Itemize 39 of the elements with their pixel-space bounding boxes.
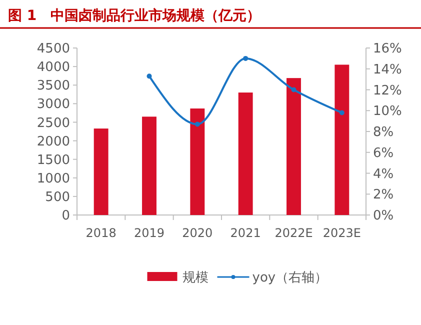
- bar: [94, 128, 108, 215]
- y2-tick-label: 2%: [373, 188, 394, 203]
- x-tick-label: 2020: [182, 226, 213, 240]
- bar: [286, 78, 301, 215]
- y2-tick-label: 4%: [373, 166, 394, 182]
- x-tick-label: 2019: [134, 226, 165, 240]
- point: [146, 74, 152, 79]
- y2-tick-label: 10%: [373, 104, 402, 120]
- legend-label: 规模: [182, 270, 208, 286]
- y-tick-label: 2500: [36, 116, 70, 131]
- point: [243, 56, 248, 61]
- bar: [238, 92, 253, 215]
- x-tick-label: 2023E: [322, 226, 361, 240]
- y2-tick-label: 16%: [373, 42, 402, 57]
- y-tick-label: 2000: [36, 134, 70, 150]
- chart-title: 图 1 中国卤制品行业市场规模（亿元）: [8, 7, 261, 24]
- y2-tick-label: 0%: [373, 208, 394, 224]
- legend-label: yoy（右轴）: [252, 270, 328, 286]
- bar: [142, 116, 156, 215]
- x-tick-label: 2021: [230, 226, 261, 240]
- y-tick-label: 1500: [36, 152, 70, 168]
- x-tick-label: 2022E: [274, 226, 313, 240]
- y2-tick-label: 6%: [373, 146, 394, 161]
- point: [291, 87, 296, 92]
- y-tick-label: 0: [62, 208, 70, 224]
- y2-tick-label: 12%: [373, 83, 402, 98]
- y-tick-label: 4000: [36, 60, 70, 76]
- y-tick-label: 4500: [36, 42, 70, 57]
- point: [194, 122, 200, 127]
- y2-tick-label: 8%: [373, 125, 394, 140]
- y-tick-label: 3500: [36, 78, 70, 94]
- y-tick-label: 500: [45, 190, 70, 205]
- point: [339, 110, 344, 116]
- y2-tick-label: 14%: [373, 62, 402, 78]
- y-tick-label: 1000: [36, 171, 70, 186]
- x-tick-label: 2018: [86, 226, 116, 240]
- bar: [190, 108, 205, 215]
- bar: [334, 64, 350, 215]
- y-tick-label: 3000: [36, 97, 70, 112]
